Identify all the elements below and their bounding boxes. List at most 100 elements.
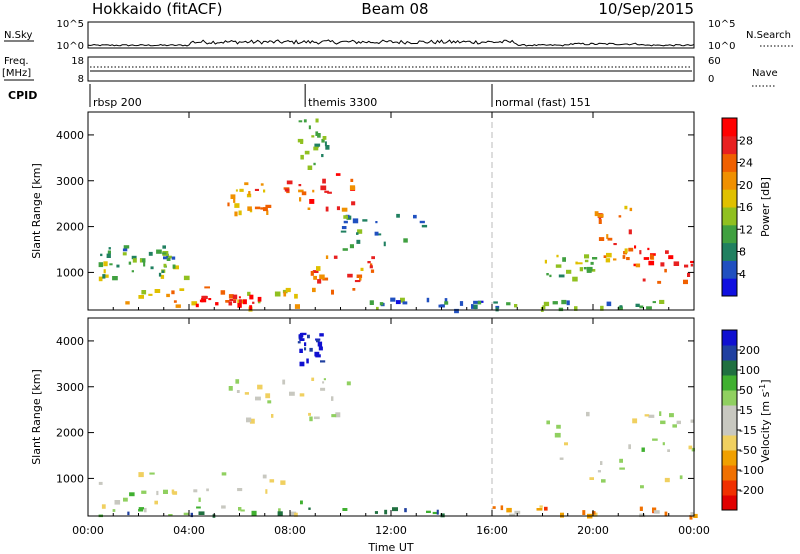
echo-cell <box>396 213 400 218</box>
echo-cell <box>683 279 688 285</box>
colorbar-tick-label: -200 <box>739 484 764 497</box>
echo-cell <box>331 289 334 295</box>
colorbar-cell <box>722 390 737 406</box>
echo-cell <box>108 247 111 250</box>
colorbar-tick-label: 16 <box>739 201 753 214</box>
colorbar-tick-label: -100 <box>739 464 764 477</box>
echo-cell <box>148 251 153 256</box>
echo-cell <box>122 248 128 252</box>
echo-cell <box>168 255 172 259</box>
echo-cell <box>346 381 351 386</box>
echo-cell <box>370 263 373 266</box>
echo-cell <box>356 239 361 244</box>
velocity-colorbar-label-text: Velocity <box>759 419 772 463</box>
echo-cell <box>664 268 667 273</box>
echo-cell <box>356 232 359 235</box>
echo-cell <box>300 154 304 160</box>
echo-cell <box>688 445 693 450</box>
echo-cell <box>562 257 566 262</box>
echo-cell <box>308 507 311 510</box>
echo-cell <box>103 261 108 267</box>
echo-cell <box>413 214 417 219</box>
colorbar-cell <box>722 495 737 511</box>
echo-cell <box>404 508 407 513</box>
echo-cell <box>160 274 165 279</box>
echo-cell <box>106 253 111 258</box>
echo-cell <box>690 260 694 263</box>
echo-cell <box>298 120 303 123</box>
power-colorbar-label: Power [dB] <box>759 177 772 237</box>
colorbar-cell <box>722 480 737 496</box>
echo-cell <box>232 294 238 300</box>
echo-cell <box>454 308 459 314</box>
nave-label: Nave <box>752 68 778 79</box>
echo-cell <box>592 512 598 517</box>
echo-cell <box>584 254 590 259</box>
echo-cell <box>574 306 578 311</box>
echo-cell <box>321 154 324 158</box>
echo-cell <box>304 150 310 155</box>
echo-cell <box>313 275 317 280</box>
echo-cell <box>586 269 592 273</box>
echo-cell <box>307 165 313 170</box>
nsearch-tick-bottom: 10^0 <box>708 41 735 52</box>
echo-cell <box>173 265 179 270</box>
echo-cell <box>128 261 132 265</box>
echo-cell <box>421 224 428 228</box>
echo-cell <box>624 205 628 210</box>
power-panel: 1000 2000 3000 4000 Slant Range [km] <box>30 111 695 314</box>
echo-cell <box>652 507 657 513</box>
x-tick-label: 00:00 <box>678 524 710 537</box>
echo-cell <box>215 302 219 306</box>
echo-cell <box>322 136 327 140</box>
echo-cell <box>171 290 175 295</box>
echo-cell <box>161 270 165 273</box>
echo-cell <box>235 189 238 192</box>
velocity-echoes <box>98 332 698 520</box>
echo-cell <box>319 333 324 337</box>
echo-cell <box>665 250 669 254</box>
nsearch-label: N.Search <box>746 30 791 41</box>
echo-cell <box>350 178 354 182</box>
colorbar-cell <box>722 153 737 172</box>
echo-cell <box>559 457 564 460</box>
echo-cell <box>101 504 106 509</box>
echo-cell <box>314 143 321 147</box>
echo-cell <box>141 490 147 494</box>
colorbar-tick-label: 200 <box>739 344 760 357</box>
echo-cell <box>230 194 236 199</box>
echo-cell <box>298 184 302 187</box>
echo-cell <box>558 274 565 278</box>
echo-cell <box>607 237 613 241</box>
echo-cell <box>240 509 245 512</box>
echo-cell <box>109 263 113 266</box>
colorbar-cell <box>722 260 737 279</box>
colorbar-tick-label: 28 <box>739 134 753 147</box>
echo-cell <box>477 300 482 305</box>
echo-cell <box>542 305 546 310</box>
echo-cell <box>600 461 603 465</box>
echo-cell <box>322 178 326 184</box>
echo-cell <box>597 213 604 218</box>
y-tick-label: 3000 <box>56 381 84 394</box>
echo-cell <box>132 258 137 263</box>
colorbar-cell <box>722 171 737 190</box>
echo-cell <box>228 301 233 306</box>
echo-cell <box>248 191 251 196</box>
echo-cell <box>589 477 594 480</box>
echo-cell <box>592 257 598 260</box>
echo-cell <box>244 392 249 395</box>
beam-title: Beam 08 <box>361 0 428 18</box>
colorbar-cell <box>722 465 737 481</box>
echo-cell <box>324 141 327 147</box>
echo-cell <box>403 238 408 243</box>
echo-cell <box>299 348 303 353</box>
echo-cell <box>613 243 617 246</box>
echo-cell <box>471 304 474 309</box>
echo-cell <box>370 269 375 273</box>
echo-cell <box>376 306 379 311</box>
echo-cell <box>325 206 329 212</box>
colorbar-tick-label: 15 <box>739 404 753 417</box>
echo-cell <box>257 300 261 304</box>
echo-cell <box>331 414 337 418</box>
